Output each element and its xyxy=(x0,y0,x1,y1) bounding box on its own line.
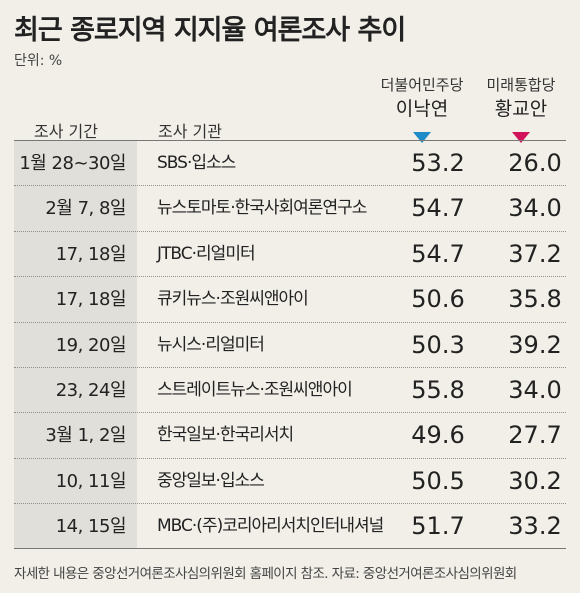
hwang-value-cell: 26.0 xyxy=(508,149,562,177)
legend-lee: 더불어민주당 이낙연 xyxy=(362,76,482,120)
poll-agency-cell: 한국일보·한국리서치 xyxy=(157,425,294,446)
table-row: 14, 15일 MBC·(주)코리아리서치인터내셔널 51.7 33.2 xyxy=(14,503,566,549)
hwang-value-cell: 37.2 xyxy=(508,239,562,268)
blue-triangle-marker-icon xyxy=(413,132,431,143)
poll-period-cell: 17, 18일 xyxy=(55,243,127,265)
candidate-name-hwang: 황교안 xyxy=(494,98,548,120)
hwang-value-cell: 39.2 xyxy=(508,330,562,359)
poll-period-cell: 3월 1, 2일 xyxy=(45,425,126,447)
poll-period-cell: 1월 28~30일 xyxy=(19,153,126,174)
table-row: 3월 1, 2일 한국일보·한국리서치 49.6 27.7 xyxy=(14,412,566,457)
poll-period-cell: 10, 11일 xyxy=(55,470,127,492)
poll-table: 1월 28~30일 SBS·입소스 53.2 26.0 2월 7, 8일 뉴스토마토·한국… xyxy=(14,140,566,549)
poll-period-cell: 2월 7, 8일 xyxy=(45,198,126,220)
lee-value-cell: 50.3 xyxy=(411,330,465,359)
poll-period-cell: 17, 18일 xyxy=(55,289,127,311)
hwang-value-cell: 30.2 xyxy=(508,466,562,495)
source-footnote: 자세한 내용은 중앙선거여론조사심의위원회 홈페이지 참조. 자료: 중앙선거여… xyxy=(14,566,517,582)
date-column-background xyxy=(14,140,137,548)
table-row: 10, 11일 중앙일보·입소스 50.5 30.2 xyxy=(14,457,566,503)
lee-value-cell: 49.6 xyxy=(411,421,465,450)
poll-agency-cell: 스트레이트뉴스·조원씨앤아이 xyxy=(157,379,353,400)
lee-value-cell: 53.2 xyxy=(411,149,465,177)
candidate-name-lee: 이낙연 xyxy=(395,98,449,120)
lee-value-cell: 55.8 xyxy=(411,375,465,404)
poll-agency-cell: MBC·(주)코리아리서치인터내셔널 xyxy=(157,516,384,537)
lee-value-cell: 54.7 xyxy=(411,194,465,223)
poll-agency-cell: 중앙일보·입소스 xyxy=(157,470,265,491)
lee-value-cell: 51.7 xyxy=(411,512,465,541)
column-header-agency: 조사 기관 xyxy=(158,122,222,141)
hwang-value-cell: 34.0 xyxy=(508,375,562,404)
poll-agency-cell: SBS·입소스 xyxy=(157,153,236,173)
table-row: 17, 18일 JTBC·리얼미터 54.7 37.2 xyxy=(14,230,566,276)
poll-agency-cell: 뉴시스·리얼미터 xyxy=(157,334,265,355)
chart-title: 최근 종로지역 지지율 여론조사 추이 xyxy=(14,15,406,46)
poll-agency-cell: 큐키뉴스·조원씨앤아이 xyxy=(157,289,309,310)
table-row: 23, 24일 스트레이트뉴스·조원씨앤아이 55.8 34.0 xyxy=(14,366,566,412)
table-row: 19, 20일 뉴시스·리얼미터 50.3 39.2 xyxy=(14,321,566,367)
poll-period-cell: 19, 20일 xyxy=(55,334,127,356)
poll-agency-cell: 뉴스토마토·한국사회여론연구소 xyxy=(157,198,367,219)
table-row: 17, 18일 큐키뉴스·조원씨앤아이 50.6 35.8 xyxy=(14,276,566,321)
unit-label: 단위: % xyxy=(14,53,63,69)
red-triangle-marker-icon xyxy=(512,132,530,143)
hwang-value-cell: 34.0 xyxy=(508,194,562,223)
lee-value-cell: 54.7 xyxy=(411,239,465,268)
poll-period-cell: 14, 15일 xyxy=(55,516,127,538)
lee-value-cell: 50.6 xyxy=(411,285,465,314)
hwang-value-cell: 27.7 xyxy=(508,421,562,450)
poll-period-cell: 23, 24일 xyxy=(55,379,127,401)
table-row: 1월 28~30일 SBS·입소스 53.2 26.0 xyxy=(14,140,566,185)
party-name-united-future: 미래통합당 xyxy=(486,76,556,94)
hwang-value-cell: 33.2 xyxy=(508,512,562,541)
column-header-period: 조사 기간 xyxy=(34,122,98,141)
poll-agency-cell: JTBC·리얼미터 xyxy=(157,243,256,264)
table-row: 2월 7, 8일 뉴스토마토·한국사회여론연구소 54.7 34.0 xyxy=(14,185,566,230)
party-name-democratic: 더불어민주당 xyxy=(380,76,464,94)
legend-hwang: 미래통합당 황교안 xyxy=(461,76,580,120)
hwang-value-cell: 35.8 xyxy=(508,285,562,314)
lee-value-cell: 50.5 xyxy=(411,466,465,495)
